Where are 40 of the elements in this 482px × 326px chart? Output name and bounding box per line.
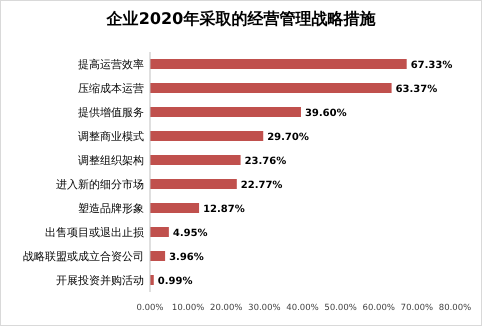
x-tick-label: 80.00% bbox=[438, 303, 472, 313]
y-tick-label: 提高运营效率 bbox=[78, 58, 144, 71]
y-tick-label: 调整商业模式 bbox=[78, 130, 144, 143]
bar bbox=[150, 251, 166, 261]
y-tick-label: 进入新的细分市场 bbox=[56, 178, 144, 191]
bar bbox=[150, 83, 392, 93]
data-label: 39.60% bbox=[304, 108, 347, 119]
bar bbox=[150, 59, 407, 69]
x-tick-label: 0.00% bbox=[136, 303, 164, 313]
data-label: 67.33% bbox=[410, 60, 452, 71]
chart-title: 企业2020年采取的经营管理战略措施 bbox=[106, 9, 376, 28]
bar bbox=[150, 275, 154, 285]
bar bbox=[150, 179, 237, 189]
x-tick-label: 50.00% bbox=[324, 303, 357, 313]
x-tick-label: 40.00% bbox=[286, 303, 319, 313]
bar bbox=[150, 203, 200, 213]
y-tick-label: 开展投资并购活动 bbox=[56, 274, 144, 287]
data-label: 4.95% bbox=[172, 228, 208, 239]
data-label: 3.96% bbox=[169, 252, 204, 263]
y-tick-label: 调整组织架构 bbox=[78, 154, 144, 167]
bar bbox=[150, 107, 301, 117]
data-label: 63.37% bbox=[396, 84, 438, 95]
x-tick-label: 30.00% bbox=[248, 303, 281, 313]
data-label: 22.77% bbox=[240, 180, 282, 191]
y-tick-label: 出售项目或退出止损 bbox=[45, 226, 144, 239]
y-tick-label: 提供增值服务 bbox=[78, 106, 144, 119]
data-label: 23.76% bbox=[244, 156, 286, 167]
x-tick-label: 70.00% bbox=[400, 303, 434, 313]
bar bbox=[150, 155, 241, 165]
y-tick-label: 压缩成本运营 bbox=[78, 82, 144, 95]
data-label: 0.99% bbox=[158, 276, 192, 287]
data-label: 29.70% bbox=[267, 132, 309, 143]
bar bbox=[150, 131, 264, 141]
x-tick-label: 60.00% bbox=[362, 303, 395, 313]
y-tick-label: 塑造品牌形象 bbox=[78, 202, 144, 215]
bar bbox=[150, 227, 169, 237]
x-tick-label: 10.00% bbox=[172, 303, 204, 313]
x-tick-label: 20.00% bbox=[210, 303, 242, 313]
y-tick-label: 战略联盟或成立合资公司 bbox=[23, 250, 144, 263]
data-label: 12.87% bbox=[203, 204, 245, 215]
